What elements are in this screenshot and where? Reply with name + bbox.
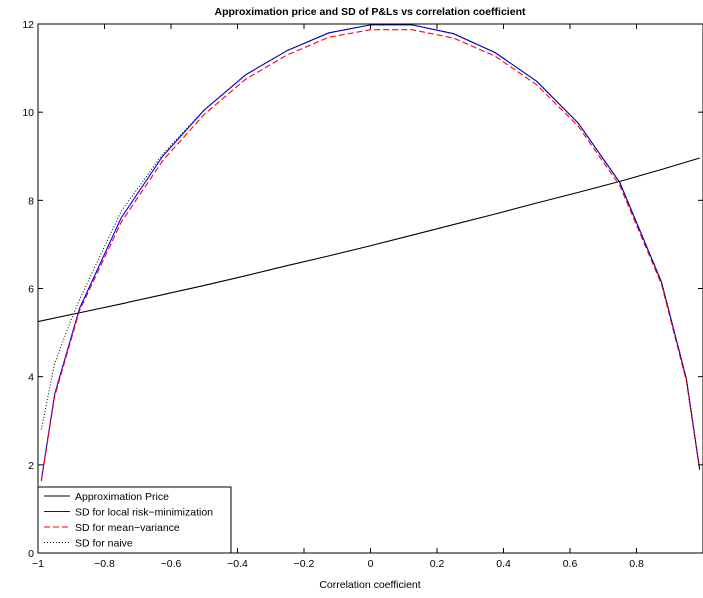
x-tick-label: −1	[32, 558, 44, 570]
legend-label-1: SD for local risk−minimization	[75, 507, 213, 519]
plot-frame	[37, 23, 703, 554]
x-tick-label: −0.2	[294, 558, 315, 570]
series-line-3	[40, 24, 701, 470]
series-line-0	[37, 157, 700, 323]
x-axis: −1 −0.8 −0.6 −0.4 −0.2 0 0.2 0.4 0.6 0.8	[32, 24, 644, 570]
y-tick-label: 4	[28, 372, 34, 384]
y-axis: 0 2 4 6 8 10 12	[22, 19, 703, 560]
x-tick-label: −0.4	[227, 558, 248, 570]
y-tick-label: 0	[28, 548, 34, 560]
y-tick-label: 12	[22, 19, 34, 31]
x-tick-label: 0.8	[629, 558, 644, 570]
series-line-2	[40, 29, 701, 482]
x-tick-label: −0.6	[161, 558, 182, 570]
legend: Approximation Price SD for local risk−min…	[37, 486, 232, 554]
legend-label-2: SD for mean−variance	[75, 522, 180, 534]
x-tick-label: 0.4	[496, 558, 511, 570]
series-line-1	[40, 24, 701, 481]
y-tick-label: 2	[28, 460, 34, 472]
x-tick-label: 0.2	[430, 558, 445, 570]
legend-label-3: SD for naive	[75, 538, 133, 550]
x-tick-label: −0.8	[94, 558, 115, 570]
x-axis-label: Correlation coefficient	[319, 579, 420, 591]
y-tick-label: 8	[28, 195, 34, 207]
legend-box	[37, 486, 232, 554]
x-tick-label: 0	[368, 558, 374, 570]
chart-title: Approximation price and SD of P&Ls vs co…	[215, 6, 526, 18]
x-tick-label: 0.6	[563, 558, 578, 570]
y-tick-label: 6	[28, 284, 34, 296]
legend-label-0: Approximation Price	[75, 491, 169, 503]
y-tick-label: 10	[22, 107, 34, 119]
